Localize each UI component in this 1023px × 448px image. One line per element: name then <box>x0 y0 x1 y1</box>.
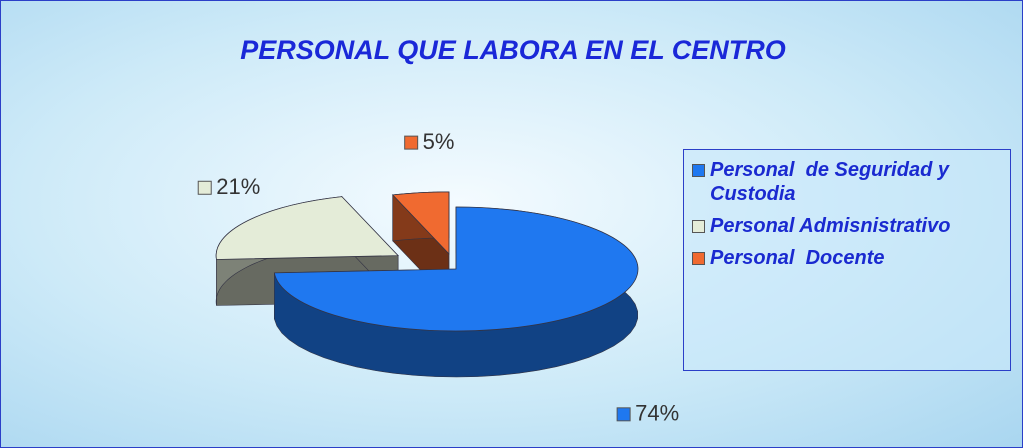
label-swatch <box>197 180 212 195</box>
legend-swatch <box>692 252 705 265</box>
legend-item: Personal Admisnistrativo <box>690 214 1004 238</box>
legend-label: Personal Admisnistrativo <box>710 215 951 237</box>
data-label: 21% <box>216 174 260 199</box>
legend-swatch <box>692 220 705 233</box>
label-swatch <box>616 407 631 422</box>
data-label: 74% <box>635 401 679 426</box>
chart-title: PERSONAL QUE LABORA EN EL CENTRO <box>240 35 786 65</box>
legend-item: Personal Docente <box>690 246 1004 270</box>
legend-label: Personal Docente <box>710 247 885 269</box>
pie-slice <box>273 206 639 332</box>
label-swatch <box>404 135 419 150</box>
legend-item: Personal de Seguridad y Custodia <box>690 158 1004 206</box>
legend-label: Personal de Seguridad y Custodia <box>710 159 955 205</box>
legend: Personal de Seguridad y Custodia Personal… <box>683 149 1011 371</box>
pie-slice <box>391 191 450 255</box>
legend-swatch <box>692 164 705 177</box>
pie-slice <box>215 196 400 260</box>
data-label: 5% <box>423 129 455 154</box>
